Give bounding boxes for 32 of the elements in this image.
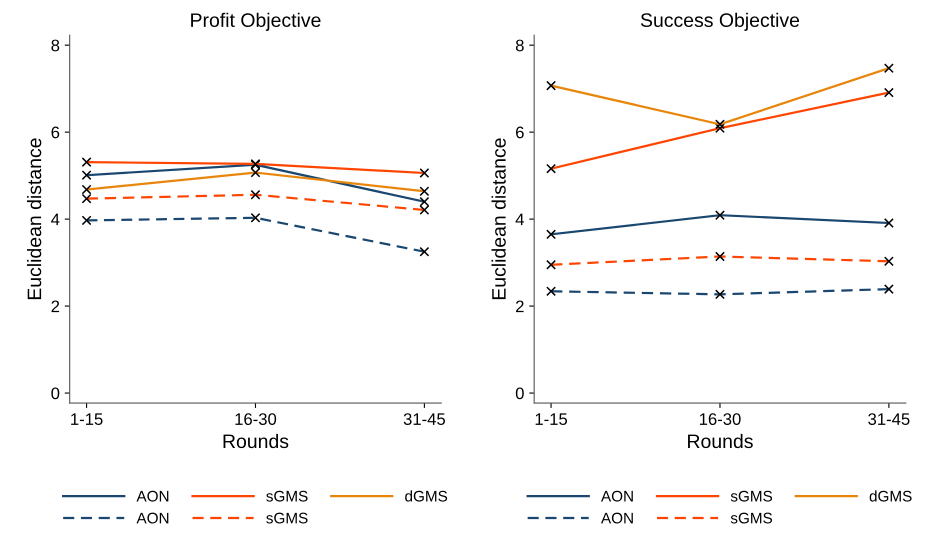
y-tick-label: 6 <box>516 126 524 138</box>
y-tick-label: 4 <box>516 214 524 226</box>
legend-label: AON <box>136 490 168 502</box>
x-tick-label: 16-30 <box>700 413 741 426</box>
legend-label: dGMS <box>870 490 912 502</box>
x-axis-title: Rounds <box>688 434 753 448</box>
y-tick-label: 0 <box>516 387 524 400</box>
legend-label: sGMS <box>266 512 308 524</box>
legend-label: sGMS <box>730 512 772 524</box>
chart-title: Success Objective <box>640 12 800 31</box>
x-tick-label: 31-45 <box>404 413 445 426</box>
legend-label: AON <box>601 490 633 502</box>
y-tick-label: 4 <box>51 214 60 226</box>
x-tick-label: 1-15 <box>71 413 103 426</box>
y-tick-label: 8 <box>516 40 524 52</box>
legend-label: sGMS <box>266 490 308 502</box>
x-axis-title: Rounds <box>224 434 288 448</box>
x-tick-label: 1-15 <box>536 413 568 426</box>
legend-label: AON <box>136 512 168 524</box>
y-tick-label: 0 <box>51 387 60 400</box>
y-tick-label: 2 <box>52 300 60 312</box>
x-tick-label: 31-45 <box>868 413 910 426</box>
y-axis-title: Euclidean distance <box>492 138 506 300</box>
legend-label: AON <box>601 512 633 524</box>
y-axis-title: Euclidean distance <box>27 138 42 300</box>
legend-label: sGMS <box>730 490 772 502</box>
y-tick-label: 8 <box>51 40 60 52</box>
y-tick-label: 2 <box>516 300 524 312</box>
x-tick-label: 16-30 <box>235 413 276 426</box>
legend-label: dGMS <box>405 490 448 502</box>
y-tick-label: 6 <box>52 126 60 138</box>
chart-title: Profit Objective <box>191 12 321 31</box>
